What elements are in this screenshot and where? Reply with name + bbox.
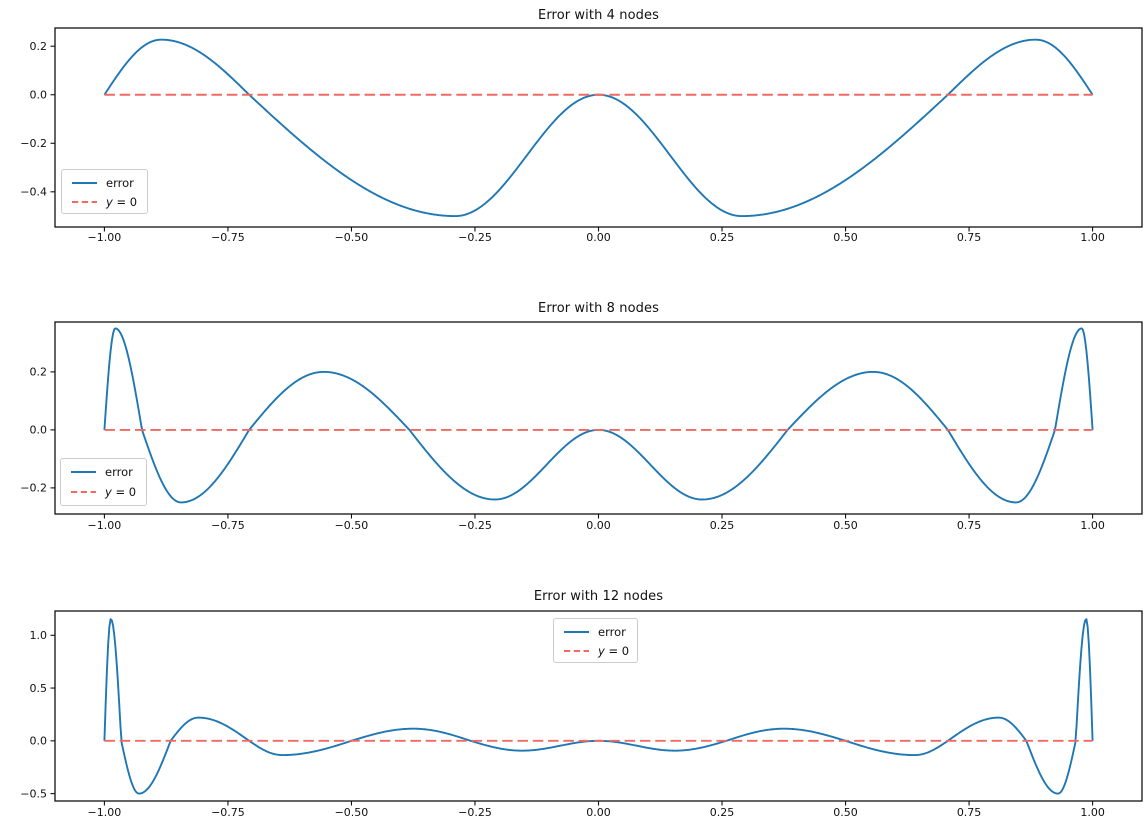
x-tick-label: −1.00 bbox=[88, 519, 122, 532]
x-tick-label: 0.75 bbox=[957, 806, 982, 819]
legend-label-y0: y = 0 bbox=[106, 195, 138, 209]
plot3-title: Error with 12 nodes bbox=[533, 589, 664, 604]
x-tick-label: 0.25 bbox=[710, 519, 735, 532]
x-tick-label: 0.00 bbox=[586, 231, 611, 244]
y-tick-label: 0.5 bbox=[30, 682, 48, 695]
legend-label-error: error bbox=[106, 176, 134, 190]
axes-frame bbox=[54, 610, 1143, 802]
solid-line-icon bbox=[71, 471, 96, 474]
x-tick-label: −0.50 bbox=[335, 806, 369, 819]
dashed-line-icon bbox=[564, 650, 589, 652]
y-tick-label: 0.0 bbox=[30, 735, 48, 748]
x-tick-label: 1.00 bbox=[1080, 519, 1105, 532]
x-tick-label: −0.25 bbox=[458, 231, 492, 244]
x-tick-label: 0.25 bbox=[710, 231, 735, 244]
y-tick-label: 0.2 bbox=[30, 40, 48, 53]
plot2-title: Error with 8 nodes bbox=[538, 301, 659, 316]
legend-item-y0: y = 0 bbox=[563, 644, 630, 658]
legend-item-error: error bbox=[563, 625, 627, 639]
x-tick-label: 0.75 bbox=[957, 519, 982, 532]
plot2-legend: error y = 0 bbox=[60, 458, 147, 506]
x-tick-label: −1.00 bbox=[88, 806, 122, 819]
x-tick-label: −0.75 bbox=[211, 519, 245, 532]
x-tick-label: 1.00 bbox=[1080, 231, 1105, 244]
legend-item-error: error bbox=[71, 176, 137, 190]
subplot-1-axes: −1.00 −0.75 −0.50 −0.25 0.00 0.25 0.50 0.75 1.00… bbox=[20, 27, 1143, 244]
x-tick-label: −0.25 bbox=[458, 806, 492, 819]
x-tick-label: −0.75 bbox=[211, 231, 245, 244]
dashed-line-icon bbox=[72, 201, 97, 203]
legend-item-error: error bbox=[70, 465, 136, 479]
plot3-legend: error y = 0 bbox=[553, 618, 638, 663]
x-tick-label: 0.00 bbox=[586, 806, 611, 819]
x-tick-label: 0.50 bbox=[833, 519, 858, 532]
legend-item-y0: y = 0 bbox=[71, 195, 137, 209]
y-tick-label: −0.5 bbox=[20, 787, 47, 800]
legend-label-error: error bbox=[105, 465, 133, 480]
y-tick-label: −0.2 bbox=[20, 482, 47, 495]
y-tick-label: 1.0 bbox=[30, 629, 48, 642]
x-tick-label: −0.50 bbox=[335, 519, 369, 532]
solid-line-icon bbox=[564, 631, 589, 633]
dashed-line-icon bbox=[71, 490, 96, 493]
x-tick-label: −0.25 bbox=[458, 519, 492, 532]
legend-label-error: error bbox=[598, 625, 626, 639]
x-tick-label: 1.00 bbox=[1080, 806, 1105, 819]
plot1-title: Error with 4 nodes bbox=[538, 8, 659, 23]
error-curve bbox=[103, 38, 1094, 218]
axes-frame bbox=[54, 321, 1143, 515]
x-tick-label: −0.75 bbox=[211, 806, 245, 819]
legend-item-y0: y = 0 bbox=[70, 485, 136, 499]
x-tick-label: 0.00 bbox=[586, 519, 611, 532]
x-tick-label: 0.50 bbox=[833, 806, 858, 819]
legend-label-y0: y = 0 bbox=[105, 484, 137, 499]
x-tick-label: 0.50 bbox=[833, 231, 858, 244]
y-tick-label: 0.2 bbox=[30, 366, 48, 379]
subplot-3-axes: −1.00 −0.75 −0.50 −0.25 0.00 0.25 0.50 0.75 1.00… bbox=[20, 610, 1143, 819]
x-tick-label: −0.50 bbox=[335, 231, 369, 244]
subplot-2-axes: −1.00 −0.75 −0.50 −0.25 0.00 0.25 0.50 0.75 1.00… bbox=[20, 321, 1143, 532]
y-tick-label: −0.2 bbox=[20, 137, 47, 150]
y-tick-label: 0.0 bbox=[30, 89, 48, 102]
y-tick-label: 0.0 bbox=[30, 424, 48, 437]
x-tick-label: 0.75 bbox=[957, 231, 982, 244]
y-tick-label: −0.4 bbox=[20, 186, 47, 199]
axes-frame bbox=[54, 27, 1143, 228]
legend-label-y0: y = 0 bbox=[598, 644, 630, 658]
x-tick-label: −1.00 bbox=[88, 231, 122, 244]
plot1-legend: error y = 0 bbox=[61, 169, 148, 214]
error-curve bbox=[103, 327, 1094, 504]
solid-line-icon bbox=[72, 182, 97, 184]
x-tick-label: 0.25 bbox=[710, 806, 735, 819]
